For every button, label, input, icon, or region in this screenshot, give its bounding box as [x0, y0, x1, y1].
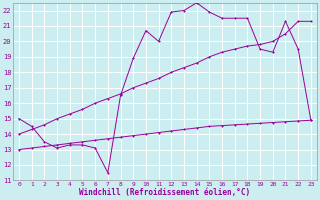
X-axis label: Windchill (Refroidissement éolien,°C): Windchill (Refroidissement éolien,°C)	[79, 188, 251, 197]
